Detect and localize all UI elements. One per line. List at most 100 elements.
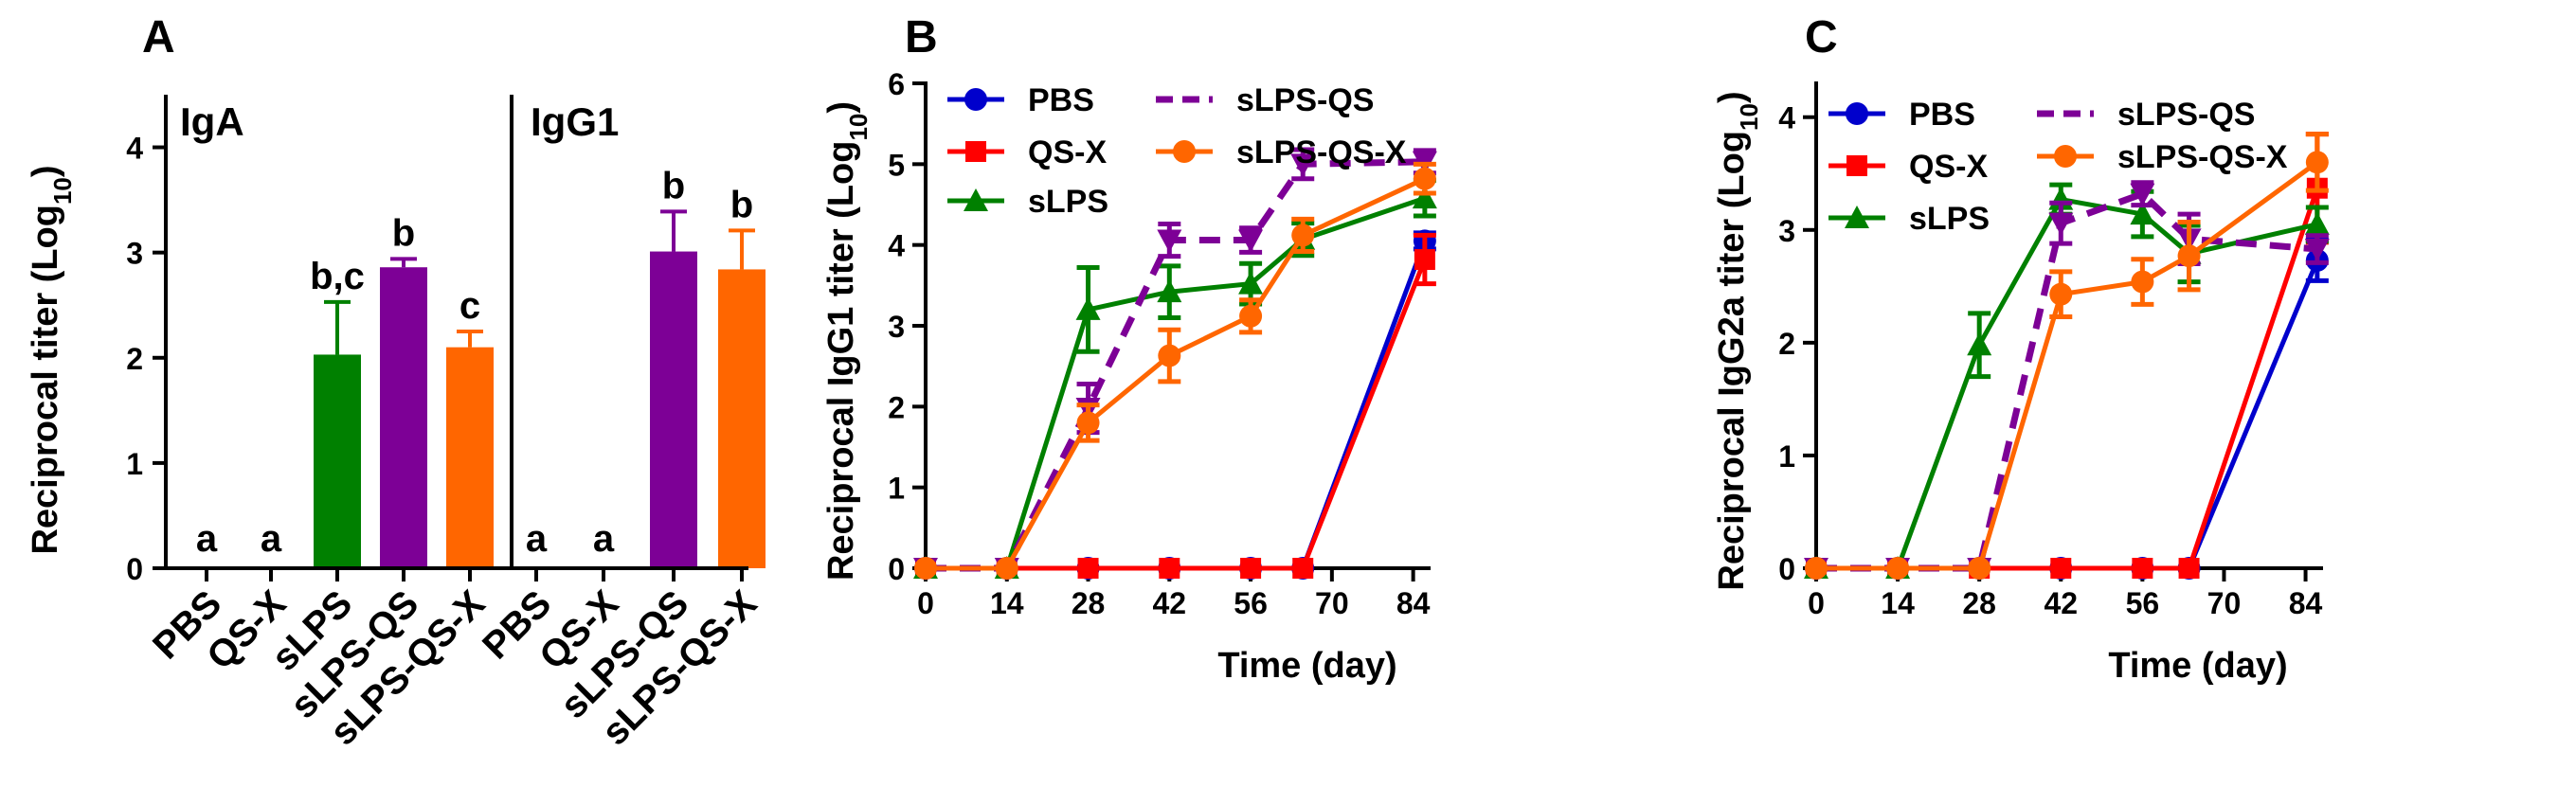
- marker-slps: [2304, 211, 2330, 235]
- marker-slps-qs-x: [1413, 167, 1436, 190]
- legend-label-slps-qs: sLPS-QS: [1236, 82, 1374, 118]
- marker-slps-qs-x: [1291, 224, 1315, 247]
- panel-b-y-tick-label: 5: [888, 148, 905, 182]
- significance-letter-igg1-slps-qs: b: [662, 165, 685, 206]
- legend-marker-slps-qs-x: [1173, 140, 1196, 163]
- legend-marker-slps-qs-x: [2054, 145, 2077, 168]
- bar-iga-slps-qs: [380, 267, 427, 568]
- legend-label-slps: sLPS: [1909, 201, 1990, 237]
- legend-marker-slps: [964, 188, 988, 211]
- bar-iga-slps: [314, 354, 361, 568]
- panel-b-x-tick-label: 42: [1153, 586, 1187, 620]
- panel-c-y-tick-label: 2: [1778, 327, 1795, 361]
- marker-slps: [1157, 279, 1182, 303]
- panel-b-y-tick-label: 1: [888, 472, 905, 506]
- panel-b-y-tick-label: 4: [888, 229, 905, 263]
- marker-slps-qs: [1290, 153, 1316, 177]
- panel-c-x-tick-label: 0: [1808, 586, 1825, 620]
- marker-slps-qs-x: [2131, 270, 2154, 294]
- significance-letter-igg1-qs-x: a: [593, 518, 615, 560]
- panel-b-line-chart: B Reciprocal IgG1 titer (Log10) Time (da…: [821, 12, 1437, 686]
- marker-slps: [1412, 186, 1437, 209]
- legend-marker-pbs: [964, 88, 987, 111]
- series-slps-qs-x: [914, 161, 1436, 580]
- significance-letter-iga-slps: b,c: [310, 256, 365, 297]
- marker-slps-qs-x: [914, 557, 937, 580]
- line-slps-qs: [1816, 190, 2318, 572]
- panel-c-y-axis-title: Reciprocal IgG2a titer (Log10): [1712, 91, 1763, 590]
- panel-a-y-tick-label: 0: [126, 552, 143, 586]
- marker-slps: [1075, 296, 1101, 320]
- panel-c-y-tick-label: 3: [1778, 214, 1795, 248]
- panel-c-x-tick-label: 42: [2044, 586, 2078, 620]
- series-qs-x: [915, 232, 1436, 579]
- marker-slps-qs: [1238, 229, 1264, 253]
- marker-slps-qs-x: [1076, 411, 1100, 435]
- marker-slps-qs-x: [2177, 244, 2201, 268]
- panel-b-x-tick-label: 0: [917, 586, 934, 620]
- significance-letter-iga-pbs: a: [196, 518, 218, 560]
- panel-b-label: B: [905, 12, 938, 63]
- panel-c-x-tick-label: 70: [2207, 586, 2242, 620]
- panel-c-label: C: [1805, 12, 1838, 63]
- marker-slps: [2130, 202, 2155, 225]
- panel-b-y-tick-label: 3: [888, 310, 905, 344]
- panel-a-igg1-label: IgG1: [531, 99, 619, 144]
- panel-b-y-tick-label: 2: [888, 390, 905, 424]
- marker-qs-x: [1414, 249, 1435, 271]
- marker-slps-qs-x: [995, 557, 1018, 580]
- marker-slps-qs-x: [1805, 557, 1828, 580]
- legend-marker-pbs: [1846, 102, 1868, 125]
- marker-slps-qs: [1157, 229, 1182, 253]
- significance-letter-iga-slps-qs: b: [392, 212, 415, 254]
- series-pbs: [914, 229, 1436, 580]
- panel-b-x-axis-title: Time (day): [1217, 646, 1396, 686]
- panel-a-y-tick-label: 4: [126, 132, 143, 166]
- line-slps: [1816, 197, 2318, 571]
- legend-label-slps-qs-x: sLPS-QS-X: [2117, 139, 2288, 175]
- legend-marker-qs-x: [1846, 155, 1867, 176]
- marker-qs-x: [2178, 558, 2200, 579]
- panel-c-line-chart: C Reciprocal IgG2a titer (Log10) Time (d…: [1712, 12, 2330, 686]
- marker-slps-qs-x: [1886, 557, 1910, 580]
- legend-marker-slps: [1845, 206, 1869, 228]
- marker-slps-qs-x: [1158, 344, 1181, 367]
- legend-marker-qs-x: [965, 141, 986, 162]
- panel-c-x-axis-title: Time (day): [2108, 646, 2287, 686]
- legend-label-slps: sLPS: [1028, 184, 1108, 220]
- bar-iga-slps-qs-x: [446, 347, 494, 568]
- legend-label-qs-x: QS-X: [1028, 134, 1107, 170]
- bar-igg1-slps-qs-x: [718, 269, 766, 568]
- series-slps-qs-x: [1805, 132, 2329, 580]
- panel-a-y-tick-label: 1: [126, 447, 143, 481]
- marker-slps-qs-x: [1239, 304, 1263, 328]
- panel-c-x-tick-label: 14: [1881, 586, 1915, 620]
- panel-b-x-tick-label: 28: [1072, 586, 1106, 620]
- panel-c-x-tick-label: 84: [2289, 586, 2323, 620]
- marker-slps-qs-x: [1968, 557, 1991, 580]
- panel-b-x-tick-label: 56: [1234, 586, 1268, 620]
- panel-a-bar-chart: A Reciprocal titer (Log10) IgA IgG1 0 1 2 3…: [26, 12, 766, 754]
- marker-slps-qs: [2130, 183, 2155, 206]
- marker-slps-qs: [2048, 212, 2074, 236]
- panel-c-y-tick-label: 1: [1778, 439, 1795, 474]
- panel-b-y-tick-label: 0: [888, 552, 905, 586]
- significance-letter-iga-qs-x: a: [261, 518, 282, 560]
- panel-c-y-tick-label: 4: [1778, 101, 1795, 135]
- line-qs-x: [926, 259, 1428, 571]
- legend-label-qs-x: QS-X: [1909, 149, 1988, 185]
- marker-slps: [1238, 271, 1264, 295]
- panel-b-x-tick-label: 14: [990, 586, 1024, 620]
- marker-qs-x: [2050, 558, 2072, 579]
- marker-slps-qs: [2304, 239, 2330, 262]
- marker-slps: [1967, 332, 1992, 356]
- panel-a-iga-label: IgA: [180, 99, 244, 144]
- marker-qs-x: [1240, 558, 1262, 579]
- marker-qs-x: [1292, 558, 1314, 579]
- panel-a-y-tick-label: 2: [126, 342, 143, 376]
- panel-b-x-tick-label: 84: [1396, 586, 1431, 620]
- marker-qs-x: [2132, 558, 2153, 579]
- significance-letter-igg1-slps-qs-x: b: [730, 184, 753, 225]
- significance-letter-igg1-pbs: a: [526, 518, 548, 560]
